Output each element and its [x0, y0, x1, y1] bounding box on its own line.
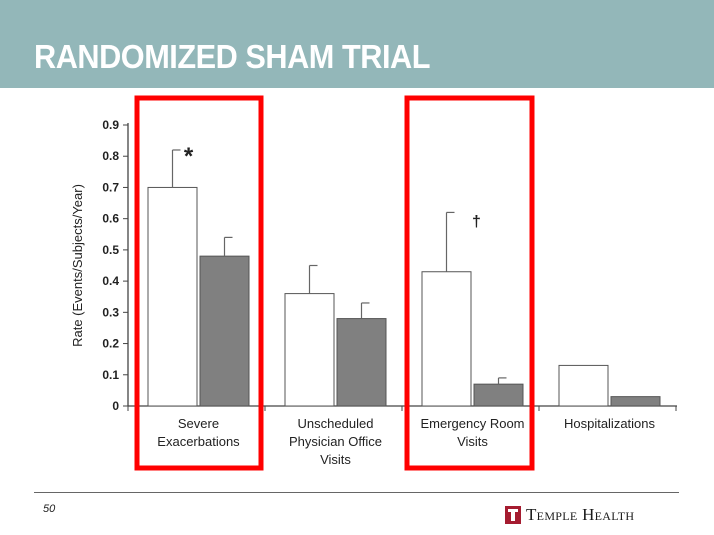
- bar-gray: [473, 383, 524, 407]
- highlight-box: [404, 95, 535, 471]
- y-tick-label: 0.7: [102, 180, 119, 194]
- temple-health-logo: Temple Health: [505, 505, 634, 525]
- x-category-label: Emergency Room: [420, 416, 524, 431]
- significance-annotation: *: [184, 143, 194, 170]
- y-tick-label: 0.6: [102, 212, 119, 226]
- x-category-label: Hospitalizations: [564, 416, 656, 431]
- bar-gray: [336, 318, 387, 407]
- x-category-label: Unscheduled: [298, 416, 374, 431]
- x-category-label: Physician Office: [289, 434, 382, 449]
- x-category-label: Visits: [320, 452, 351, 467]
- significance-annotation: †: [472, 213, 481, 230]
- bar-white: [421, 271, 472, 407]
- y-tick-label: 0.1: [102, 368, 119, 382]
- slide-title: RANDOMIZED SHAM TRIAL: [34, 38, 431, 75]
- x-category-label: Severe: [178, 416, 219, 431]
- y-tick-label: 0: [112, 399, 119, 413]
- y-axis-label: Rate (Events/Subjects/Year): [70, 184, 85, 347]
- y-tick-label: 0.9: [102, 118, 119, 132]
- bar-white: [284, 293, 335, 407]
- y-tick-label: 0.3: [102, 305, 119, 319]
- highlight-box: [134, 95, 264, 471]
- y-tick-label: 0.2: [102, 337, 119, 351]
- page-number: 50: [43, 503, 56, 515]
- bar-chart: 0 0.1 0.2 0.3 0.4 0.5 0.6 0.7 0.8 0.9 Rate (Events…: [70, 95, 677, 471]
- bar-white: [558, 364, 609, 407]
- footer-divider: [34, 492, 679, 493]
- y-tick-label: 0.5: [102, 243, 119, 257]
- bar-gray: [199, 255, 250, 407]
- x-category-label: Visits: [457, 434, 488, 449]
- temple-t-icon: [505, 506, 521, 524]
- y-tick-label: 0.8: [102, 149, 119, 163]
- logo-text: Temple Health: [526, 505, 635, 524]
- bar-white: [147, 186, 198, 407]
- x-category-label: Exacerbations: [157, 434, 240, 449]
- bar-gray: [610, 396, 661, 407]
- y-tick-label: 0.4: [102, 274, 119, 288]
- title-band: [0, 0, 714, 88]
